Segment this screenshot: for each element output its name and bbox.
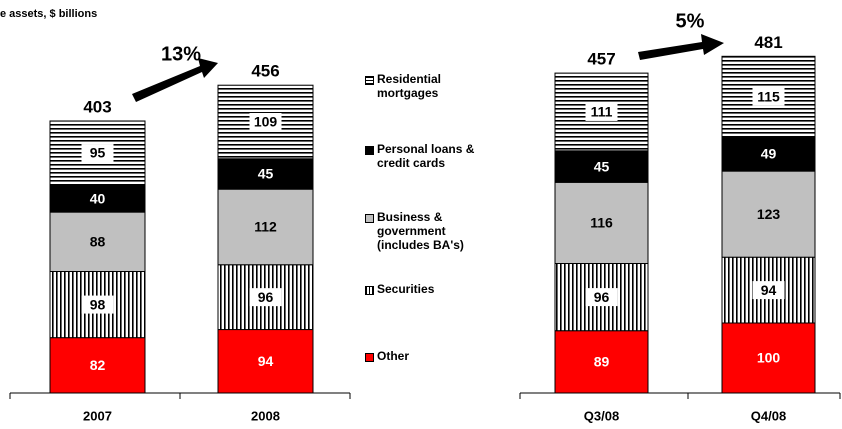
growth-arrow: [638, 34, 724, 60]
value-label: 96: [258, 289, 274, 305]
value-label: 95: [90, 145, 106, 161]
value-label: 111: [591, 104, 613, 120]
bar-segment: [217, 188, 314, 266]
value-label: 94: [258, 353, 274, 369]
growth-label: 13%: [161, 43, 201, 65]
legend-swatch: [365, 353, 374, 362]
legend-swatch: [365, 76, 374, 85]
legend-label: Business & government (includes BA's): [377, 210, 464, 252]
growth-label: 5%: [676, 10, 705, 32]
label-box: [752, 87, 785, 106]
bar-segment: [554, 150, 649, 183]
label-box: [585, 288, 618, 307]
value-label: 96: [594, 289, 610, 305]
bar-segment: [721, 170, 816, 258]
bar-segment: [554, 330, 649, 394]
value-label: 94: [761, 282, 777, 298]
label-box: [81, 295, 114, 314]
bar-segment: [554, 181, 649, 264]
legend-swatch: [365, 146, 374, 155]
total-label: 456: [251, 62, 279, 81]
value-label: 116: [590, 215, 613, 231]
x-tick-label: 2008: [251, 408, 280, 423]
label-box: [752, 281, 785, 300]
total-label: 481: [754, 33, 782, 52]
chart-title: e assets, $ billions: [0, 8, 97, 20]
label-box: [249, 288, 282, 307]
bar-segment: [49, 184, 146, 213]
label-box: [81, 144, 114, 163]
label-box: [249, 112, 282, 131]
value-label: 115: [757, 88, 780, 104]
label-box: [585, 102, 618, 121]
value-label: 49: [761, 146, 777, 162]
value-label: 100: [757, 350, 781, 366]
bar-segment: [49, 211, 146, 273]
growth-arrow: [132, 58, 218, 102]
value-label: 88: [90, 234, 106, 250]
x-tick-label: 2007: [83, 408, 112, 423]
value-label: 89: [594, 354, 610, 370]
legend-swatch: [365, 286, 374, 295]
value-label: 45: [594, 158, 610, 174]
x-tick-label: Q3/08: [584, 408, 619, 423]
total-label: 457: [587, 50, 615, 69]
value-label: 123: [757, 206, 781, 222]
value-label: 40: [90, 190, 106, 206]
x-tick-label: Q4/08: [751, 408, 786, 423]
legend-swatch: [365, 214, 374, 223]
bar-segment: [721, 322, 816, 394]
value-label: 45: [258, 166, 274, 182]
bar-segment: [217, 329, 314, 394]
legend-label: Residential mortgages: [377, 72, 442, 100]
bar-segment: [49, 337, 146, 394]
legend-label: Securities: [377, 282, 435, 296]
value-label: 98: [90, 296, 106, 312]
legend-label: Personal loans & credit cards: [377, 142, 475, 170]
legend-label: Other: [377, 349, 410, 363]
value-label: 112: [254, 219, 277, 235]
total-label: 403: [83, 97, 111, 116]
value-label: 82: [90, 357, 106, 373]
value-label: 109: [254, 114, 278, 130]
